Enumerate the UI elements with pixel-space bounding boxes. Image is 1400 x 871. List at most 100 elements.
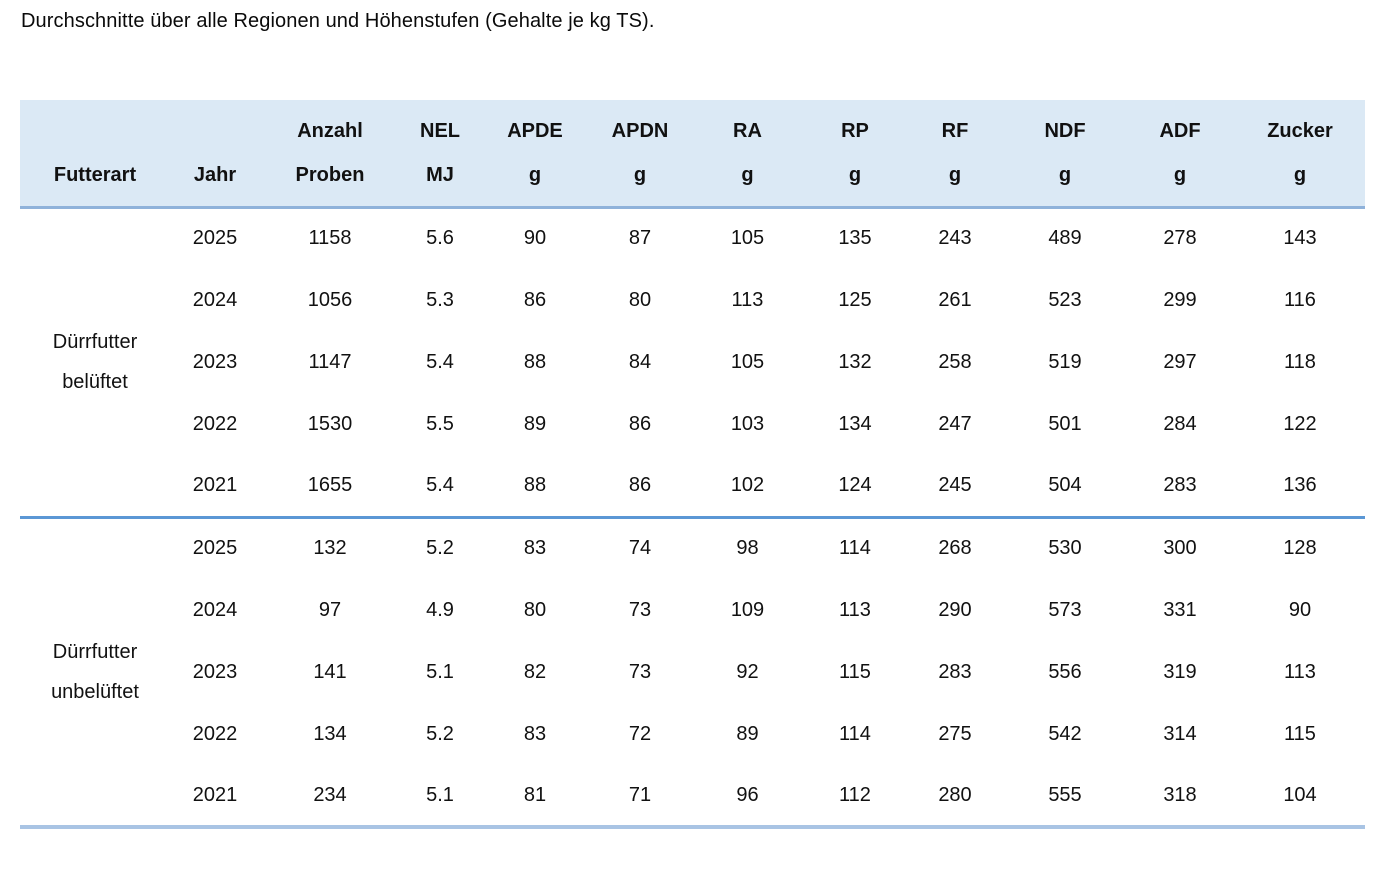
column-header-bottom-line: g	[1173, 163, 1187, 186]
value-cell: 86	[523, 288, 547, 311]
table-row: 2021 234 5.1 81 71 96 112 280 555 318 104	[20, 765, 1365, 827]
year-cell: 2025	[192, 227, 238, 250]
value-cell: 4.9	[426, 598, 454, 621]
year-cell: 2024	[192, 288, 238, 311]
value-cell: 283	[938, 660, 972, 683]
value-cell: 113	[1284, 660, 1316, 683]
value-cell: 118	[1284, 350, 1316, 373]
value-cell: 555	[1048, 783, 1082, 806]
value-cell: 299	[1163, 288, 1197, 311]
column-header-top-line: Zucker	[1267, 119, 1333, 142]
year-cell: 2022	[192, 412, 238, 435]
value-cell: 80	[628, 288, 652, 311]
column-header-bottom-line: g	[1293, 163, 1307, 186]
column-header-top-line: APDE	[507, 119, 563, 142]
value-cell: 114	[839, 722, 871, 745]
data-table: Futterart Jahr Anzahl Proben NEL MJ APDE g APDN g…	[20, 100, 1365, 829]
column-header-futterart: Futterart	[20, 100, 170, 209]
header-row: Futterart Jahr Anzahl Proben NEL MJ APDE g APDN g…	[20, 100, 1365, 209]
column-header-rp: RP g	[805, 100, 905, 209]
table-row: 2023 141 5.1 82 73 92 115 283 556 319 113	[20, 641, 1365, 703]
column-header-apdn: APDN g	[590, 100, 690, 209]
page-title: Durchschnitte über alle Regionen und Höh…	[21, 10, 655, 32]
column-header-jahr: Jahr	[170, 100, 260, 209]
column-header-top-line: RF	[941, 119, 969, 142]
value-cell: 1056	[307, 288, 353, 311]
group-label: Dürrfutter unbelüftet	[20, 517, 170, 827]
value-cell: 114	[839, 537, 871, 560]
column-header-top-line: ADF	[1159, 119, 1201, 142]
column-header-top-line: NEL	[420, 119, 460, 142]
value-cell: 97	[318, 598, 342, 621]
value-cell: 5.1	[426, 783, 454, 806]
table-row: 2024 1056 5.3 86 80 113 125 261 523 299 116	[20, 269, 1365, 331]
group-label-line: unbelüftet	[51, 680, 139, 703]
value-cell: 88	[523, 350, 547, 373]
value-cell: 104	[1283, 783, 1317, 806]
value-cell: 300	[1163, 537, 1197, 560]
value-cell: 5.1	[426, 660, 454, 683]
column-header-bottom-line: g	[741, 163, 754, 186]
column-header-rf: RF g	[905, 100, 1005, 209]
value-cell: 80	[523, 598, 547, 621]
table-row: 2021 1655 5.4 88 86 102 124 245 504 283 136	[20, 455, 1365, 517]
value-cell: 489	[1048, 227, 1082, 250]
value-cell: 5.3	[426, 288, 454, 311]
column-header-top-line	[20, 109, 170, 153]
value-cell: 128	[1283, 537, 1317, 560]
year-cell: 2021	[192, 783, 238, 806]
value-cell: 143	[1283, 227, 1317, 250]
column-header-top-line: APDN	[611, 119, 669, 142]
year-cell: 2023	[192, 350, 238, 373]
value-cell: 504	[1048, 473, 1082, 496]
value-cell: 135	[838, 227, 872, 250]
value-cell: 331	[1163, 598, 1197, 621]
value-cell: 314	[1163, 722, 1197, 745]
value-cell: 542	[1048, 722, 1082, 745]
group-2: Dürrfutter unbelüftet 2025 132 5.2 83 74 98 114 2…	[20, 517, 1365, 827]
value-cell: 501	[1048, 412, 1082, 435]
value-cell: 102	[730, 473, 765, 496]
value-cell: 71	[628, 783, 652, 806]
column-header-top-line	[170, 109, 260, 153]
value-cell: 284	[1163, 412, 1197, 435]
value-cell: 318	[1163, 783, 1197, 806]
value-cell: 519	[1048, 350, 1082, 373]
column-header-adf: ADF g	[1125, 100, 1235, 209]
column-header-bottom-line: Proben	[295, 163, 365, 186]
year-cell: 2022	[192, 722, 238, 745]
value-cell: 105	[730, 350, 765, 373]
table-row: 2024 97 4.9 80 73 109 113 290 573 331 90	[20, 579, 1365, 641]
column-header-bottom-line: Jahr	[193, 163, 237, 186]
value-cell: 83	[523, 537, 547, 560]
value-cell: 5.4	[426, 350, 454, 373]
value-cell: 87	[628, 227, 652, 250]
group-1: Dürrfutter belüftet 2025 1158 5.6 90 87 105 135 2…	[20, 207, 1365, 517]
column-header-ra: RA g	[690, 100, 805, 209]
value-cell: 290	[938, 598, 972, 621]
column-header-top-line: Anzahl	[297, 119, 363, 142]
value-cell: 73	[628, 660, 652, 683]
value-cell: 245	[938, 473, 972, 496]
value-cell: 116	[1284, 288, 1316, 311]
value-cell: 1655	[307, 473, 353, 496]
value-cell: 141	[313, 660, 347, 683]
value-cell: 112	[839, 783, 871, 806]
value-cell: 122	[1283, 412, 1317, 435]
column-header-bottom-line: g	[948, 163, 962, 186]
value-cell: 247	[938, 412, 972, 435]
value-cell: 103	[730, 412, 765, 435]
column-header-bottom-line: g	[1058, 163, 1072, 186]
value-cell: 115	[839, 660, 871, 683]
value-cell: 82	[523, 660, 547, 683]
value-cell: 73	[628, 598, 652, 621]
table-row: 2022 134 5.2 83 72 89 114 275 542 314 115	[20, 703, 1365, 765]
table-row: 2022 1530 5.5 89 86 103 134 247 501 284 122	[20, 393, 1365, 455]
value-cell: 113	[839, 598, 871, 621]
value-cell: 556	[1048, 660, 1082, 683]
value-cell: 132	[838, 350, 872, 373]
value-cell: 5.6	[426, 227, 454, 250]
value-cell: 280	[938, 783, 972, 806]
value-cell: 5.5	[426, 412, 454, 435]
column-header-bottom-line: Futterart	[53, 163, 137, 186]
